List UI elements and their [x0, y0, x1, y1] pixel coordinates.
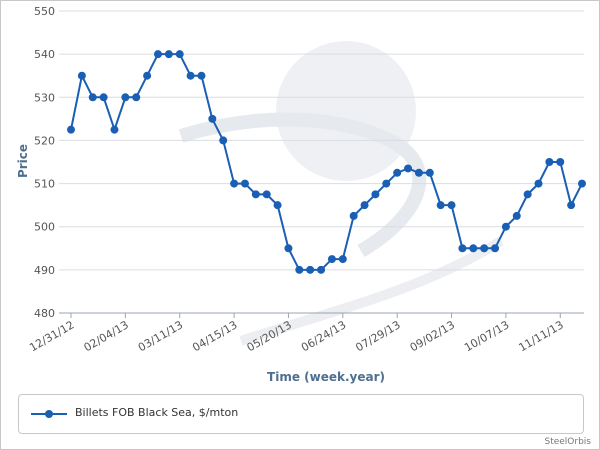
data-point[interactable] — [99, 93, 108, 102]
y-axis-title: Price — [16, 144, 30, 178]
legend-label: Billets FOB Black Sea, $/mton — [75, 406, 239, 419]
data-point[interactable] — [295, 265, 304, 274]
data-point[interactable] — [425, 168, 434, 177]
data-point[interactable] — [512, 211, 521, 220]
data-point[interactable] — [371, 190, 380, 199]
data-point[interactable] — [556, 158, 565, 166]
credit-text: SteelOrbis — [544, 437, 591, 447]
x-tick-label: 04/15/13 — [190, 318, 239, 354]
data-point[interactable] — [251, 190, 260, 199]
data-point[interactable] — [67, 125, 75, 134]
x-tick-label: 11/11/13 — [516, 318, 565, 354]
y-axis-ticks: 480 490 500 510 520 530 540 550 — [34, 5, 55, 320]
data-point[interactable] — [273, 201, 282, 210]
data-point[interactable] — [578, 179, 586, 188]
data-point[interactable] — [436, 201, 445, 210]
data-point[interactable] — [360, 201, 369, 210]
x-tick-label: 12/31/12 — [27, 318, 76, 354]
data-point[interactable] — [534, 179, 543, 188]
data-point[interactable] — [567, 201, 576, 210]
data-point[interactable] — [317, 265, 326, 274]
data-point[interactable] — [414, 168, 423, 177]
data-point[interactable] — [382, 179, 391, 188]
data-point[interactable] — [164, 50, 173, 59]
data-point[interactable] — [208, 114, 217, 123]
data-point[interactable] — [262, 190, 271, 199]
x-tick-label: 07/29/13 — [353, 318, 402, 354]
data-point[interactable] — [393, 168, 402, 177]
data-point[interactable] — [469, 244, 478, 253]
x-tick-label: 09/02/13 — [408, 318, 457, 354]
x-tick-label: 10/07/13 — [462, 318, 511, 354]
data-point[interactable] — [175, 50, 184, 59]
y-tick-label: 520 — [34, 134, 55, 147]
data-point[interactable] — [338, 255, 347, 264]
grid-lines — [59, 10, 584, 314]
y-tick-label: 540 — [34, 48, 55, 61]
data-point[interactable] — [501, 222, 510, 231]
legend: Billets FOB Black Sea, $/mton — [18, 394, 584, 434]
data-point[interactable] — [523, 190, 532, 199]
y-tick-label: 550 — [34, 5, 55, 18]
data-point[interactable] — [153, 50, 162, 59]
data-point[interactable] — [545, 158, 554, 166]
data-point[interactable] — [306, 265, 315, 274]
data-point[interactable] — [327, 255, 336, 264]
data-point[interactable] — [110, 125, 119, 134]
y-tick-label: 500 — [34, 221, 55, 234]
data-point[interactable] — [404, 164, 413, 173]
data-point[interactable] — [458, 244, 467, 253]
data-point[interactable] — [480, 244, 489, 253]
data-point[interactable] — [349, 211, 358, 220]
data-point[interactable] — [77, 71, 86, 80]
x-tick-label: 03/11/13 — [136, 318, 185, 354]
data-point[interactable] — [88, 93, 97, 102]
y-tick-label: 490 — [34, 264, 55, 277]
data-point[interactable] — [284, 244, 293, 253]
y-tick-label: 510 — [34, 178, 55, 191]
watermark-logo — [178, 41, 504, 346]
series-points — [67, 50, 586, 274]
line-chart: 480 490 500 510 520 530 540 550 12/31/12 02/04/1… — [16, 5, 586, 384]
data-point[interactable] — [219, 136, 228, 145]
legend-marker-icon — [31, 410, 67, 418]
data-point[interactable] — [230, 179, 239, 188]
data-point[interactable] — [447, 201, 456, 210]
data-point[interactable] — [132, 93, 141, 102]
data-point[interactable] — [186, 71, 195, 80]
data-point[interactable] — [197, 71, 206, 80]
data-point[interactable] — [143, 71, 152, 80]
y-tick-label: 480 — [34, 307, 55, 320]
data-point[interactable] — [121, 93, 130, 102]
y-tick-label: 530 — [34, 91, 55, 104]
data-point[interactable] — [491, 244, 500, 253]
data-point[interactable] — [240, 179, 249, 188]
x-tick-label: 02/04/13 — [82, 318, 131, 354]
x-axis-title: Time (week.year) — [267, 370, 385, 384]
